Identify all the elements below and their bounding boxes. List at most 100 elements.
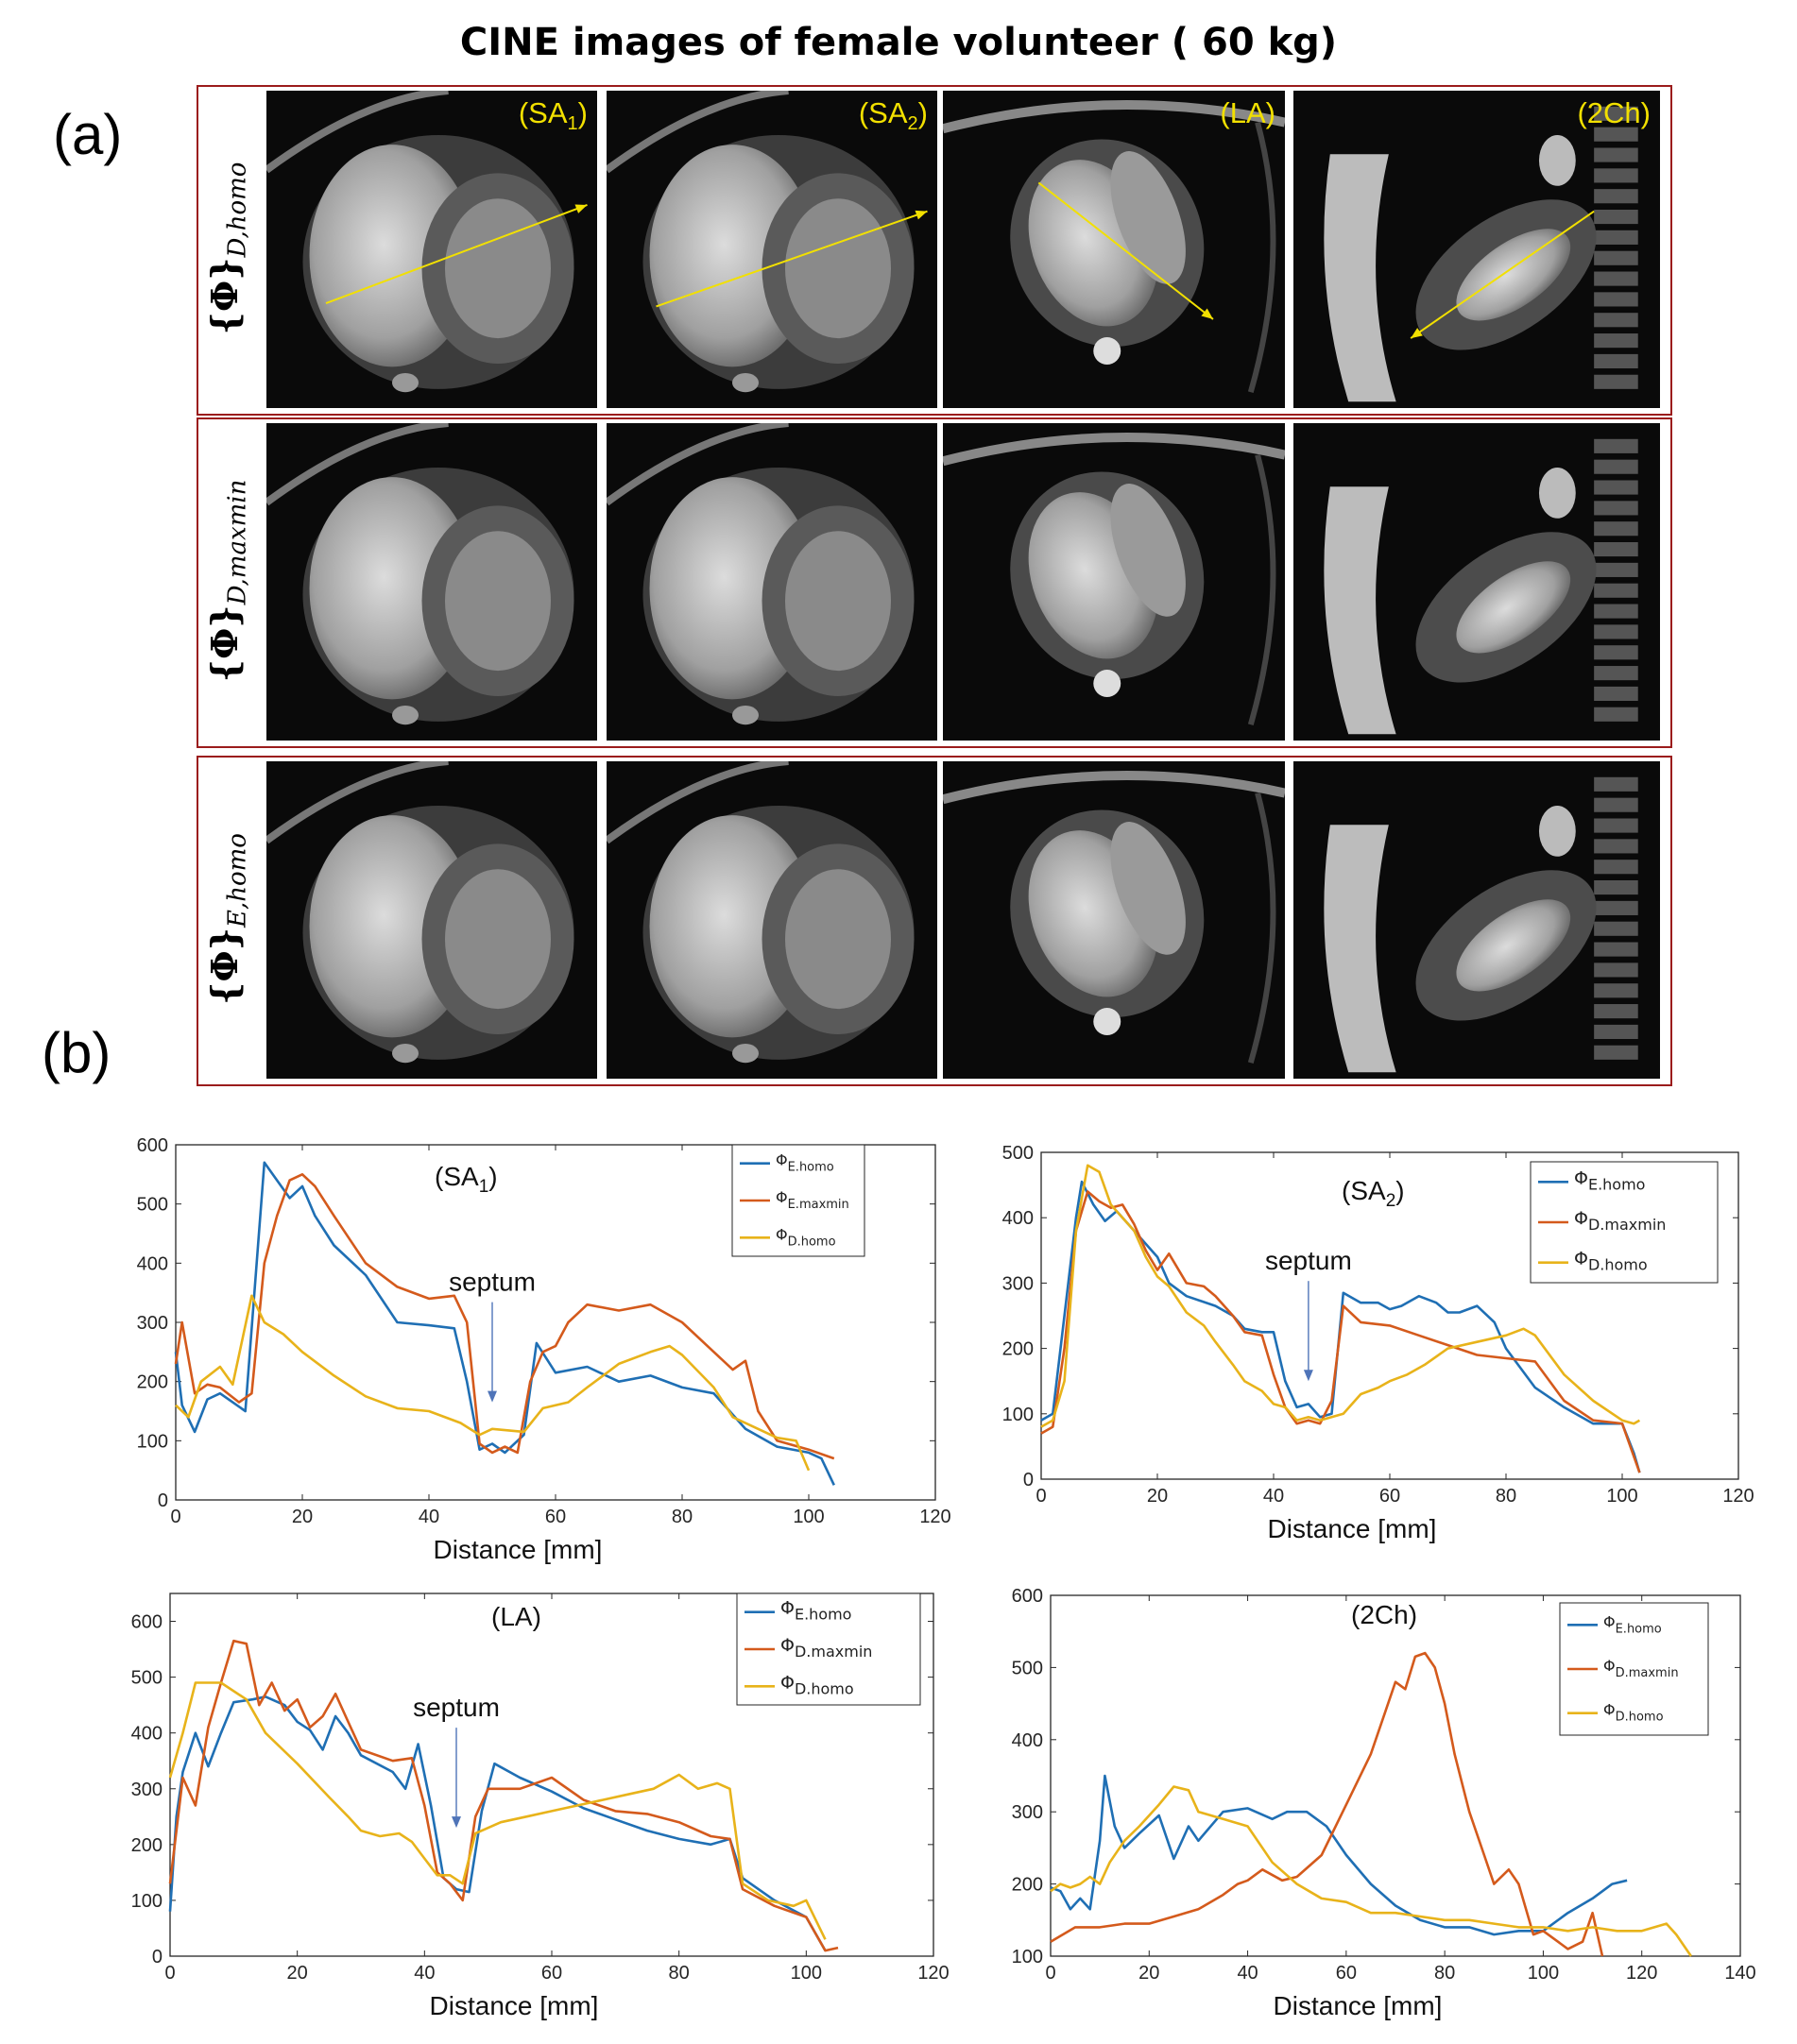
x-tick-label: 60 [1379, 1486, 1400, 1507]
chart-la: 0 20 40 60 80 100 120 0 100 200 300 400 500 600 Distan… [113, 1573, 964, 2031]
chart-title-end: ) [488, 1162, 497, 1191]
series-line-e-homo [168, 1695, 827, 1951]
mri-image-sa2-homo-d: (SA2) [607, 91, 937, 408]
view-label-text: (SA [518, 96, 568, 129]
series-line-e-homo [1040, 1180, 1641, 1473]
y-tick-label: 600 [137, 1135, 168, 1156]
x-tick-label: 100 [791, 1963, 822, 1984]
x-tick-label: 80 [669, 1963, 690, 1984]
panel-b-label: (b) [42, 1021, 111, 1084]
legend-subscript: D.homo [795, 1679, 854, 1697]
x-tick-label: 120 [1626, 1963, 1657, 1984]
legend-entry: ΦD.homo [776, 1225, 836, 1249]
chart-title-text: (2Ch) [1351, 1600, 1417, 1629]
series-line-d-homo [1040, 1164, 1641, 1428]
legend-subscript: D.maxmin [795, 1643, 872, 1661]
legend-symbol: Φ [776, 1225, 788, 1243]
view-label-sa2: (SA2) [859, 96, 928, 135]
mri-image-sa1-maxmin-d [266, 423, 597, 741]
legend-subscript: E.maxmin [788, 1198, 849, 1212]
legend-symbol: Φ [780, 1672, 795, 1693]
series-line-e-homo [1050, 1774, 1628, 1936]
septum-annotation: septum [449, 1268, 536, 1297]
legend-entry: ΦE.homo [780, 1598, 851, 1624]
view-label-subscript: 2 [907, 113, 918, 135]
septum-arrow-head [1303, 1370, 1313, 1382]
chart-legend: ΦE.homo ΦE.maxmin ΦD.homo [731, 1144, 865, 1257]
chart-title: (LA) [491, 1602, 541, 1631]
row-label-subscript: D,homo [223, 162, 252, 258]
x-tick-label: 0 [164, 1963, 175, 1984]
y-tick-label: 500 [137, 1195, 168, 1216]
legend-symbol: Φ [780, 1635, 795, 1656]
chart-title: (2Ch) [1351, 1600, 1417, 1629]
y-tick-label: 400 [137, 1253, 168, 1274]
x-axis-label: Distance [mm] [1268, 1514, 1437, 1543]
legend-symbol: Φ [1574, 1208, 1588, 1229]
legend-symbol: Φ [1574, 1167, 1588, 1188]
row-label-symbol: {Φ} [203, 605, 246, 683]
y-tick-label: 400 [131, 1724, 163, 1745]
x-tick-label: 120 [917, 1963, 949, 1984]
y-tick-label: 100 [1012, 1947, 1043, 1967]
legend-symbol: Φ [1603, 1657, 1616, 1675]
septum-arrow-head [488, 1390, 497, 1403]
y-tick-label: 200 [1012, 1875, 1043, 1896]
profile-arrow [656, 210, 928, 308]
y-tick-label: 600 [131, 1612, 163, 1633]
view-label-text: (2Ch) [1577, 96, 1651, 129]
y-tick-label: 600 [1012, 1586, 1043, 1607]
legend-entry: ΦE.maxmin [776, 1188, 849, 1212]
septum-annotation: septum [1265, 1246, 1352, 1275]
series-line-d-homo [175, 1294, 811, 1472]
y-tick-label: 400 [1002, 1208, 1034, 1229]
x-tick-label: 40 [1237, 1963, 1258, 1984]
view-label-sa1: (SA1) [519, 96, 588, 135]
legend-entry: ΦD.maxmin [1574, 1208, 1666, 1234]
row-label-subscript: D,maxmin [223, 479, 252, 605]
chart-title-text: (SA [435, 1162, 479, 1191]
y-tick-label: 0 [158, 1490, 168, 1511]
chart-title-text: (LA) [491, 1602, 541, 1631]
x-axis-label: Distance [mm] [430, 1991, 599, 2020]
x-tick-label: 20 [1138, 1963, 1159, 1984]
chart-2ch: 0 20 40 60 80 100 120 140 100 200 300 400 500 600 Dist… [973, 1573, 1786, 2035]
chart-title-end: ) [1395, 1176, 1404, 1205]
legend-subscript: E.homo [795, 1606, 852, 1624]
mri-image-ch2-homo-e [1293, 761, 1660, 1079]
series-line-e-maxmin [174, 1173, 835, 1460]
x-tick-label: 60 [541, 1963, 562, 1984]
row-label-symbol: {Φ} [203, 927, 246, 1005]
x-tick-label: 60 [545, 1507, 566, 1527]
mri-image-la-homo-d: (LA) [943, 91, 1285, 408]
x-tick-label: 120 [1722, 1486, 1754, 1507]
x-tick-label: 0 [1035, 1486, 1046, 1507]
chart-title-subscript: 2 [1386, 1191, 1396, 1211]
x-tick-label: 40 [1263, 1486, 1284, 1507]
mri-image-sa2-homo-e [607, 761, 937, 1079]
legend-entry: ΦD.homo [1603, 1701, 1664, 1725]
series-line-e-homo [174, 1161, 835, 1486]
legend-entry: ΦD.maxmin [1603, 1657, 1679, 1680]
chart-sa1: 0 20 40 60 80 100 120 0 100 200 300 400 500 600 Distan… [113, 1124, 964, 1568]
x-tick-label: 20 [1147, 1486, 1168, 1507]
legend-subscript: E.homo [1588, 1175, 1646, 1193]
x-tick-label: 100 [1528, 1963, 1559, 1984]
septum-arrow-head [452, 1816, 461, 1829]
y-tick-label: 500 [131, 1668, 163, 1689]
x-tick-label: 20 [292, 1507, 313, 1527]
view-label-subscript: 1 [567, 113, 578, 135]
x-tick-label: 80 [1434, 1963, 1455, 1984]
view-label-end: ) [917, 96, 928, 129]
legend-subscript: D.maxmin [1616, 1666, 1679, 1680]
legend-entry: ΦE.homo [776, 1151, 834, 1175]
mri-image-sa1-homo-e [266, 761, 597, 1079]
legend-subscript: D.homo [1588, 1256, 1648, 1274]
legend-entry: ΦD.maxmin [780, 1635, 872, 1661]
x-tick-label: 140 [1724, 1963, 1755, 1984]
mri-image-ch2-homo-d: (2Ch) [1293, 91, 1660, 408]
legend-symbol: Φ [1603, 1701, 1616, 1719]
